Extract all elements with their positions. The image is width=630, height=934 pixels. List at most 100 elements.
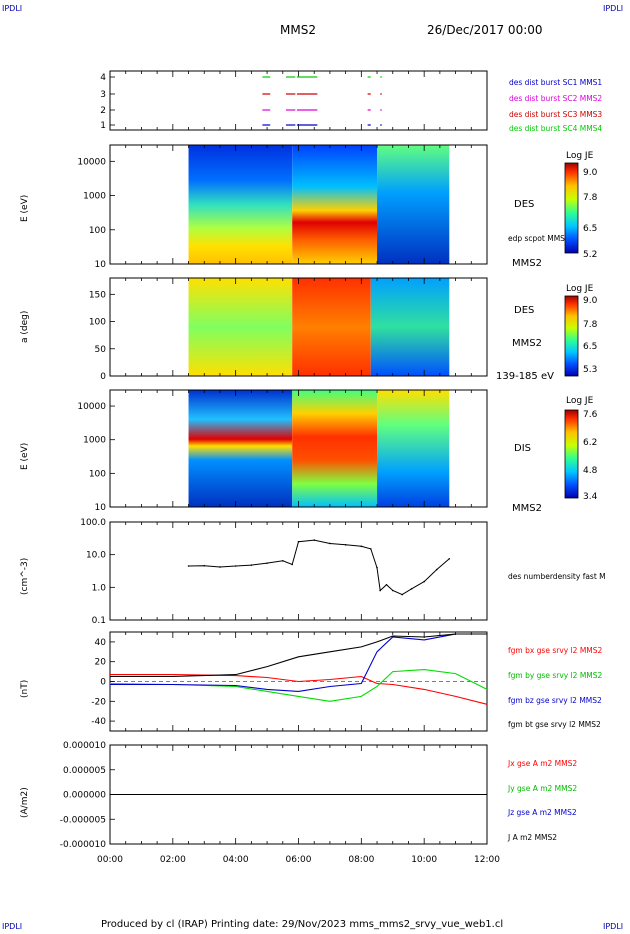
- panel-frame-1: [109, 70, 488, 131]
- x-tick-label: 00:00: [97, 855, 123, 865]
- density-point: [344, 544, 347, 546]
- field-series-bx: [110, 674, 488, 705]
- colorbar-3: [565, 410, 578, 498]
- field-series-by: [109, 669, 488, 702]
- cb1-title: Log JE: [566, 151, 594, 161]
- x-tick-label: 02:00: [160, 855, 186, 865]
- dis-spec-region-2: [292, 390, 378, 507]
- des-spec-region-2: [292, 145, 378, 264]
- legend-burst-sc3: des dist burst SC3 MMS3: [509, 110, 603, 119]
- y-tick-label: 10.0: [86, 551, 106, 561]
- pa-spec-region-3: [370, 278, 450, 376]
- des-label: DES: [514, 199, 535, 210]
- density-point: [448, 557, 451, 560]
- cb1-tick-3: 5.2: [583, 250, 598, 260]
- y-tick-label: 10: [95, 260, 107, 270]
- y-tick-label: 10000: [77, 157, 106, 167]
- cb2-tick-2: 6.5: [583, 342, 598, 352]
- density-point: [329, 542, 331, 545]
- y-tick-label: 1.0: [92, 583, 107, 593]
- density-point: [281, 559, 284, 562]
- density-point: [266, 562, 268, 564]
- density-series-line: [188, 539, 450, 596]
- density-point: [234, 565, 237, 567]
- mission-title: MMS2: [280, 23, 316, 37]
- dis-label: DIS: [514, 443, 531, 454]
- y-tick-label: -40: [91, 717, 106, 727]
- des-label-pa: DES: [514, 305, 535, 316]
- mms2-label-1: MMS2: [512, 258, 542, 269]
- density-point: [379, 589, 381, 592]
- corner-label-br: IPDLI: [603, 922, 624, 931]
- cb3-tick-0: 7.6: [583, 410, 598, 420]
- density-point: [291, 563, 294, 566]
- cb3-tick-3: 3.4: [583, 492, 598, 502]
- y-tick-label: 2: [100, 106, 106, 116]
- density-point: [297, 540, 300, 543]
- legend-bz: fgm bz gse srvy l2 MMS2: [508, 696, 602, 705]
- field-series-bt: [110, 633, 487, 678]
- y-tick-label: 0.000005: [63, 766, 106, 776]
- density-point: [376, 566, 378, 569]
- pa-spec-region-1: [188, 278, 293, 376]
- legend-burst-sc1: des dist burst SC1 MMS1: [509, 78, 603, 87]
- legend-jy: Jy gse A m2 MMS2: [508, 784, 578, 793]
- pa-spec-region-2: [292, 278, 371, 376]
- legend-density: des numberdensity fast M: [508, 572, 606, 581]
- density-point: [313, 539, 316, 541]
- panel-frame-5: [109, 521, 488, 621]
- legend-bx: fgm bx gse srvy l2 MMS2: [508, 646, 603, 655]
- y-tick-label: 0: [100, 372, 106, 382]
- y-tick-label: 0.1: [92, 616, 106, 626]
- density-point: [187, 565, 190, 567]
- mms2-label-3: MMS2: [512, 503, 542, 514]
- y-tick-label: 4: [100, 73, 106, 83]
- x-tick-label: 04:00: [223, 855, 249, 865]
- density-point: [385, 583, 388, 586]
- y-tick-label: 3: [100, 90, 106, 100]
- y-tick-label: 10: [95, 503, 107, 513]
- cb3-tick-1: 6.2: [583, 438, 598, 448]
- corner-label-tl: IPDLI: [2, 4, 23, 13]
- y-tick-label: 50: [95, 345, 107, 355]
- y-tick-label: 0.000000: [63, 791, 106, 801]
- dis-spec-region-3: [377, 390, 450, 507]
- y-tick-label: 100: [89, 469, 106, 479]
- y-tick-label: 100: [89, 318, 106, 328]
- y-tick-label: 20: [95, 658, 107, 668]
- corner-label-tr: IPDLI: [603, 4, 624, 13]
- cb3-title: Log JE: [566, 396, 594, 406]
- energy-range-label: 139-185 eV: [496, 371, 554, 382]
- density-point: [203, 564, 206, 567]
- cb2-tick-1: 7.8: [583, 320, 598, 330]
- density-point: [423, 580, 425, 583]
- y-tick-label: -0.000010: [60, 840, 106, 850]
- x-tick-label: 06:00: [286, 855, 312, 865]
- cb2-tick-3: 5.3: [583, 365, 598, 375]
- density-point: [391, 589, 394, 592]
- legend-jx: Jx gse A m2 MMS2: [508, 759, 578, 768]
- density-point: [401, 593, 403, 596]
- y-tick-label: -0.000005: [60, 815, 106, 825]
- y-tick-label: 1: [100, 121, 106, 131]
- colorbar-frame-2: [564, 295, 579, 377]
- y-tick-label: 1000: [83, 436, 106, 446]
- cb2-title: Log JE: [566, 284, 594, 294]
- cb2-tick-0: 9.0: [583, 296, 598, 306]
- y-tick-label: 100.0: [80, 518, 106, 528]
- legend-by: fgm by gse srvy l2 MMS2: [508, 671, 603, 680]
- y-tick-label: -20: [91, 697, 106, 707]
- colorbar-frame-3: [564, 409, 579, 499]
- legend-burst-sc4: des dist burst SC4 MMS4: [509, 124, 603, 133]
- colorbar-2: [565, 296, 578, 376]
- edp-scpot-label: edp scpot MMS2: [508, 234, 570, 243]
- mms2-label-2: MMS2: [512, 338, 542, 349]
- legend-j: J A m2 MMS2: [508, 833, 558, 842]
- y-tick-label: 100: [89, 226, 106, 236]
- date-title: 26/Dec/2017 00:00: [427, 23, 543, 37]
- y-tick-label: 40: [95, 638, 107, 648]
- des-spec-region-1: [188, 145, 293, 264]
- y-tick-label: 0: [100, 678, 106, 688]
- des-spec-region-3: [377, 145, 450, 264]
